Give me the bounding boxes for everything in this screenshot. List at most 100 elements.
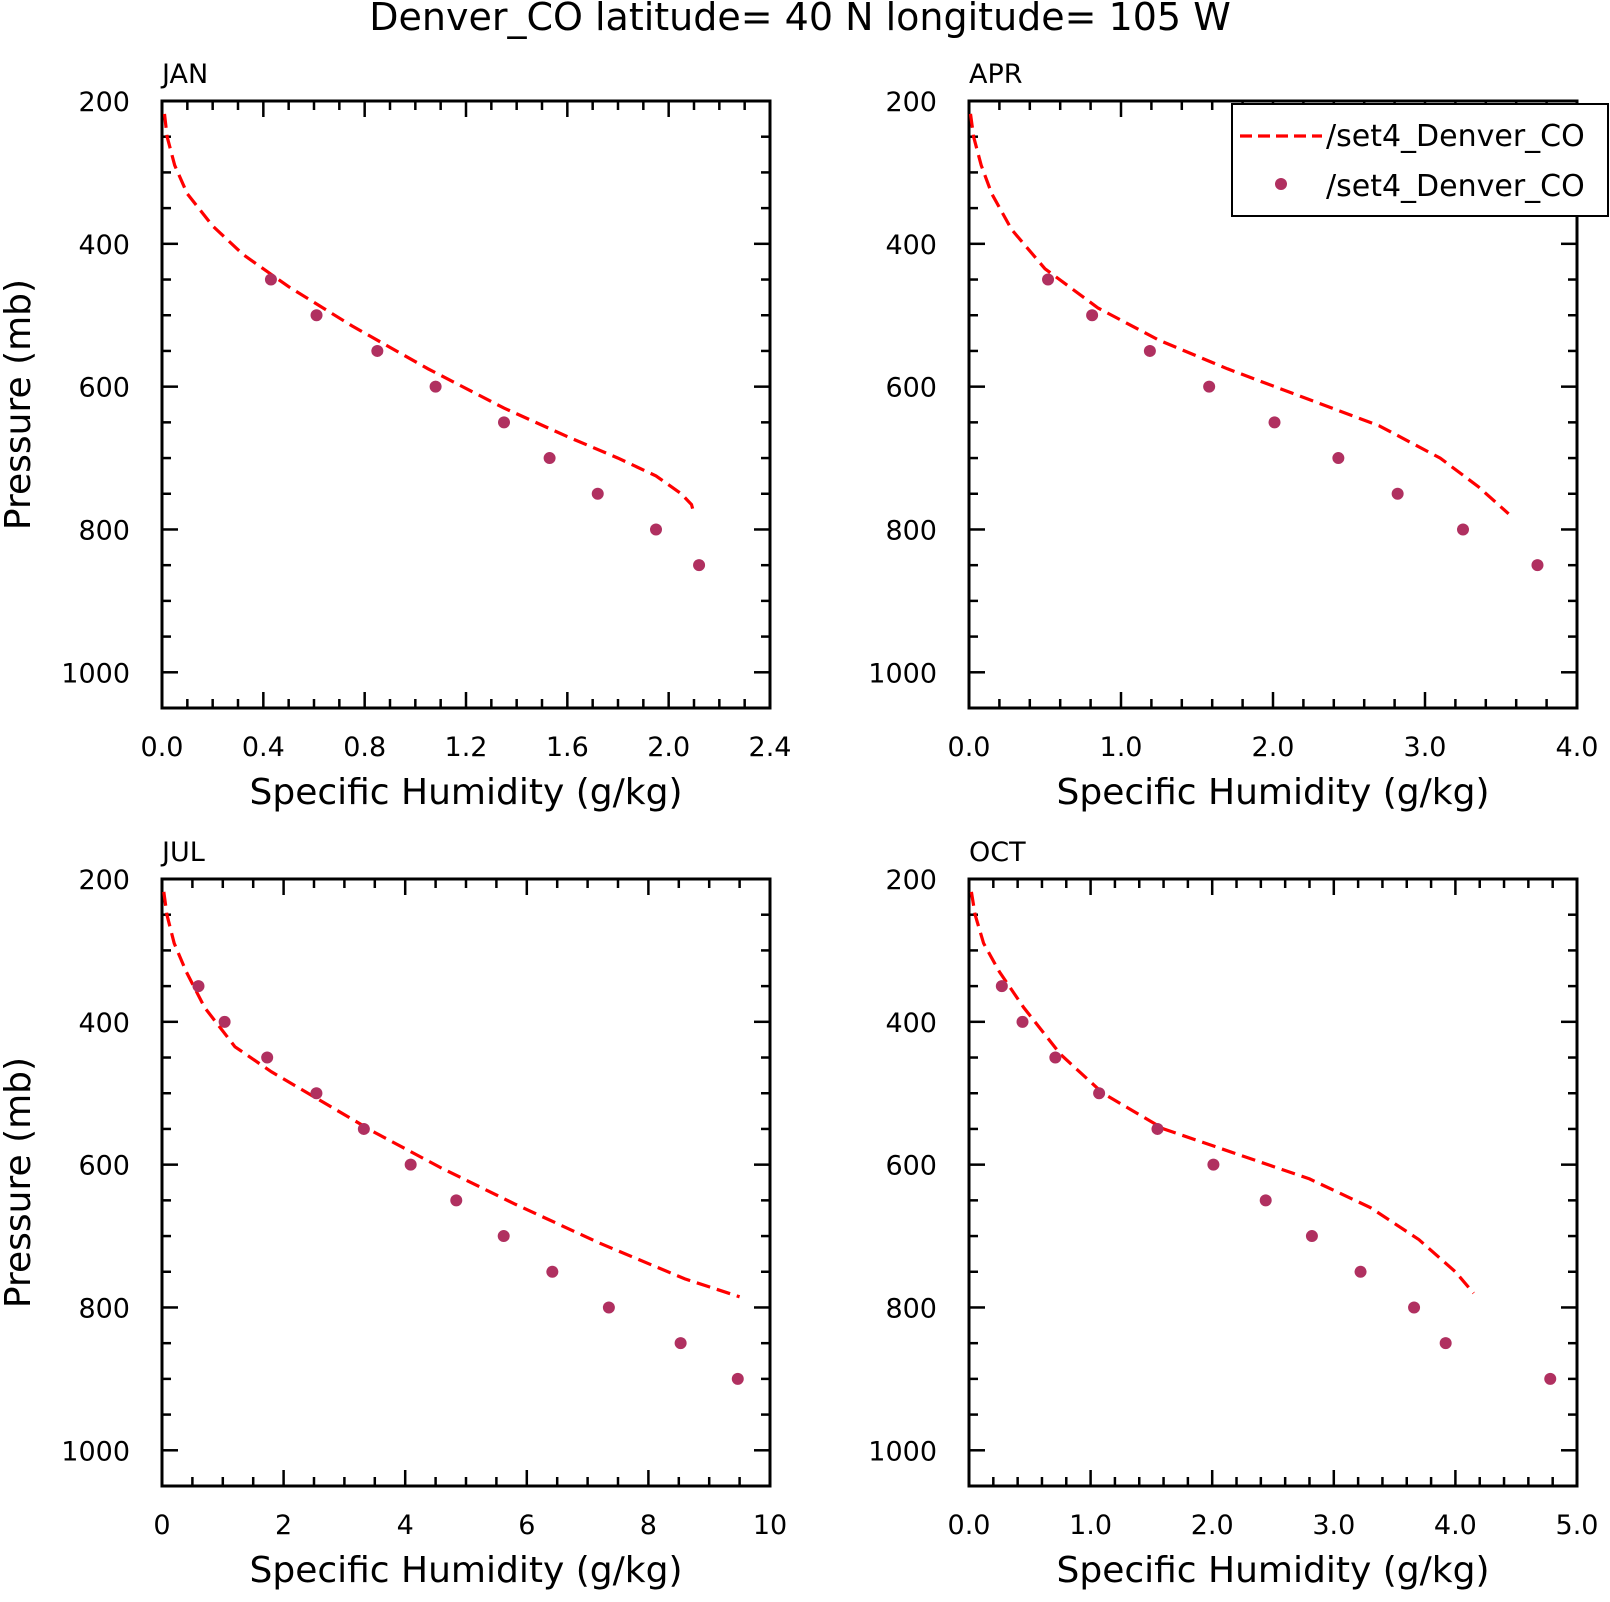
x-tick-label: 6 — [518, 1510, 535, 1541]
y-axis-label: Pressure (mb) — [0, 279, 39, 530]
observation-point — [1332, 452, 1345, 465]
y-tick-label: 1000 — [868, 1436, 937, 1467]
panel-label: JUL — [160, 837, 205, 868]
x-tick-label: 5.0 — [1556, 1510, 1599, 1541]
x-tick-label: 2.4 — [749, 732, 792, 763]
observation-point — [1531, 559, 1544, 572]
x-tick-label: 0 — [153, 1510, 170, 1541]
observation-point — [450, 1194, 463, 1207]
observation-point — [218, 1015, 231, 1028]
plot-frame — [160, 99, 772, 710]
observation-point — [1439, 1337, 1452, 1350]
observation-point — [546, 1265, 559, 1278]
y-tick-label: 200 — [885, 865, 937, 896]
y-tick-label: 800 — [885, 515, 937, 546]
x-axis-label: Specific Humidity (g/kg) — [1056, 1550, 1489, 1591]
x-tick-label: 4.0 — [1556, 732, 1599, 763]
y-tick-label: 1000 — [61, 1436, 130, 1467]
y-tick-label: 600 — [885, 373, 937, 404]
figure-title: Denver_CO latitude= 40 N longitude= 105 … — [369, 0, 1231, 39]
x-tick-label: 0.0 — [141, 732, 184, 763]
observation-point — [1391, 487, 1404, 500]
x-tick-label: 2.0 — [647, 732, 690, 763]
observation-point — [650, 523, 662, 536]
x-tick-label: 2.0 — [1252, 732, 1295, 763]
x-tick-label: 1.0 — [1069, 1510, 1112, 1541]
observation-point — [1259, 1194, 1272, 1207]
x-tick-label: 4 — [397, 1510, 414, 1541]
y-tick-label: 800 — [78, 1293, 130, 1324]
legend: /set4_Denver_CO /set4_Denver_CO — [1231, 103, 1609, 217]
y-tick-label: 400 — [885, 230, 937, 261]
observation-point — [1354, 1265, 1367, 1278]
x-tick-label: 4.0 — [1434, 1510, 1477, 1541]
model-profile-line — [162, 113, 696, 515]
x-tick-label: 0.0 — [948, 1510, 991, 1541]
observation-point — [1151, 1122, 1164, 1135]
panel-jul: JUL 0 2 4 6 8 10 200 400 600 800 1000 Specific Humid… — [0, 837, 787, 1591]
observation-point — [310, 1087, 323, 1100]
observation-point — [1093, 1087, 1106, 1100]
x-tick-label: 1.0 — [1100, 732, 1143, 763]
observation-point — [1042, 273, 1055, 286]
x-tick-label: 10 — [753, 1510, 787, 1541]
x-tick-label: 3.0 — [1404, 732, 1447, 763]
panel-label: OCT — [969, 837, 1026, 868]
panel-oct: OCT 0.0 1.0 2.0 3.0 4.0 5.0 200 400 600 800 1000 Spe… — [868, 837, 1598, 1591]
observation-point — [1143, 344, 1156, 357]
panel-jan: JAN 0.0 0.4 0.8 1.2 1.6 2.0 2.4 200 400 600 800 1000… — [0, 59, 791, 813]
y-tick-label: 1000 — [61, 658, 130, 689]
x-tick-label: 2.0 — [1191, 1510, 1234, 1541]
x-axis-label: Specific Humidity (g/kg) — [249, 772, 682, 813]
y-tick-label: 400 — [885, 1008, 937, 1039]
x-tick-label: 1.6 — [546, 732, 589, 763]
observation-point — [731, 1372, 744, 1385]
x-tick-label: 0.0 — [948, 732, 991, 763]
observation-point — [264, 273, 277, 286]
observation-point — [1544, 1372, 1557, 1385]
observation-point — [1207, 1158, 1220, 1171]
model-profile-line — [162, 891, 741, 1299]
observation-point — [995, 980, 1008, 993]
observation-point — [497, 1230, 510, 1243]
plot-frame — [160, 877, 772, 1488]
observation-point — [1086, 309, 1099, 322]
y-tick-label: 600 — [78, 1151, 130, 1182]
y-tick-label: 800 — [885, 1293, 937, 1324]
legend-box — [1231, 103, 1609, 217]
y-axis-label: Pressure (mb) — [0, 1057, 39, 1308]
x-axis-label: Specific Humidity (g/kg) — [249, 1550, 682, 1591]
x-axis-label: Specific Humidity (g/kg) — [1056, 772, 1489, 813]
legend-marker-swatch — [1275, 178, 1287, 190]
observation-point — [1268, 416, 1281, 429]
observation-point — [371, 344, 384, 357]
y-tick-label: 200 — [78, 865, 130, 896]
y-tick-label: 600 — [78, 373, 130, 404]
observation-point — [591, 487, 604, 500]
x-tick-label: 2 — [275, 1510, 292, 1541]
observation-point — [1049, 1051, 1062, 1064]
y-tick-label: 200 — [885, 87, 937, 118]
y-tick-label: 200 — [78, 87, 130, 118]
observation-point — [357, 1122, 370, 1135]
legend-label-marker: /set4_Denver_CO — [1326, 169, 1585, 204]
x-tick-label: 3.0 — [1312, 1510, 1355, 1541]
panel-label: APR — [969, 59, 1023, 90]
panel-label: JAN — [160, 59, 208, 90]
model-profile-line — [969, 891, 1475, 1295]
x-tick-label: 1.2 — [445, 732, 488, 763]
observation-point — [1203, 380, 1216, 393]
panel-apr: APR 0.0 1.0 2.0 3.0 4.0 200 400 600 800 1000 Specif… — [868, 59, 1598, 813]
model-profile-line — [968, 113, 1510, 515]
observation-point — [602, 1301, 615, 1314]
y-tick-label: 400 — [78, 1008, 130, 1039]
x-tick-label: 8 — [640, 1510, 657, 1541]
observation-point — [498, 416, 510, 429]
y-tick-label: 400 — [78, 230, 130, 261]
observation-point — [192, 980, 205, 993]
y-tick-label: 600 — [885, 1151, 937, 1182]
observation-point — [693, 559, 706, 572]
observation-point — [1457, 523, 1469, 536]
x-tick-label: 0.8 — [343, 732, 386, 763]
